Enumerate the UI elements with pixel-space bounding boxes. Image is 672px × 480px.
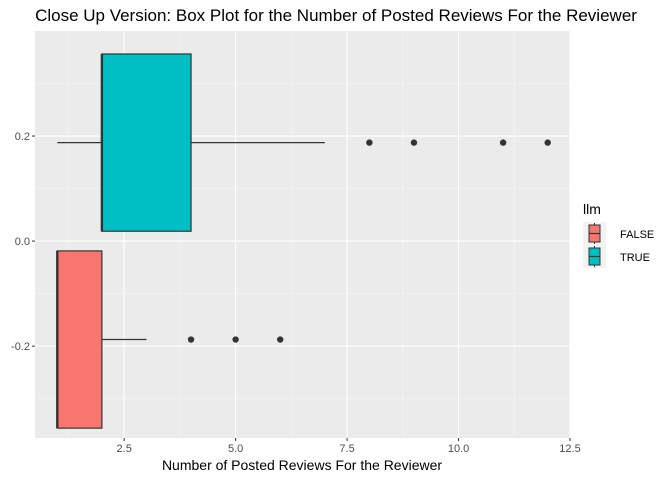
- box-layer: [56, 53, 551, 429]
- legend-item-true: TRUE: [583, 245, 650, 268]
- legend-label: TRUE: [620, 252, 650, 264]
- legend-label: FALSE: [620, 229, 654, 241]
- legend-items: FALSE TRUE: [583, 222, 654, 268]
- box-group-true: [57, 53, 551, 232]
- outlier-point: [277, 336, 284, 343]
- x-tick-label: 7.5: [339, 443, 354, 455]
- x-axis: 2.5 5.0 7.5 10.0 12.5: [117, 438, 581, 455]
- box-body: [56, 250, 103, 429]
- x-tick-label: 2.5: [117, 443, 132, 455]
- x-tick-label: 12.5: [559, 443, 580, 455]
- major-gridlines: [35, 31, 571, 438]
- y-tick-label: -0.2: [11, 341, 30, 353]
- outlier-point: [187, 336, 195, 343]
- y-axis: 0.2 0.0 -0.2: [11, 131, 35, 353]
- chart-title: Close Up Version: Box Plot for the Numbe…: [35, 6, 637, 25]
- outlier-point: [232, 336, 239, 343]
- box-group-false: [56, 250, 284, 429]
- box-body: [101, 53, 192, 232]
- outlier-point: [499, 139, 507, 146]
- x-tick-label: 5.0: [228, 443, 243, 455]
- legend-title: llm: [583, 201, 601, 217]
- outlier-point: [544, 139, 551, 146]
- x-axis-title: Number of Posted Reviews For the Reviewe…: [162, 457, 442, 473]
- outlier-point: [410, 139, 418, 146]
- outlier-point: [366, 139, 373, 146]
- y-tick-label: 0.2: [15, 131, 30, 143]
- legend: llm FALSE TRUE: [583, 201, 654, 268]
- y-tick-label: 0.0: [15, 236, 30, 248]
- legend-item-false: FALSE: [583, 222, 654, 245]
- x-tick-label: 10.0: [448, 443, 469, 455]
